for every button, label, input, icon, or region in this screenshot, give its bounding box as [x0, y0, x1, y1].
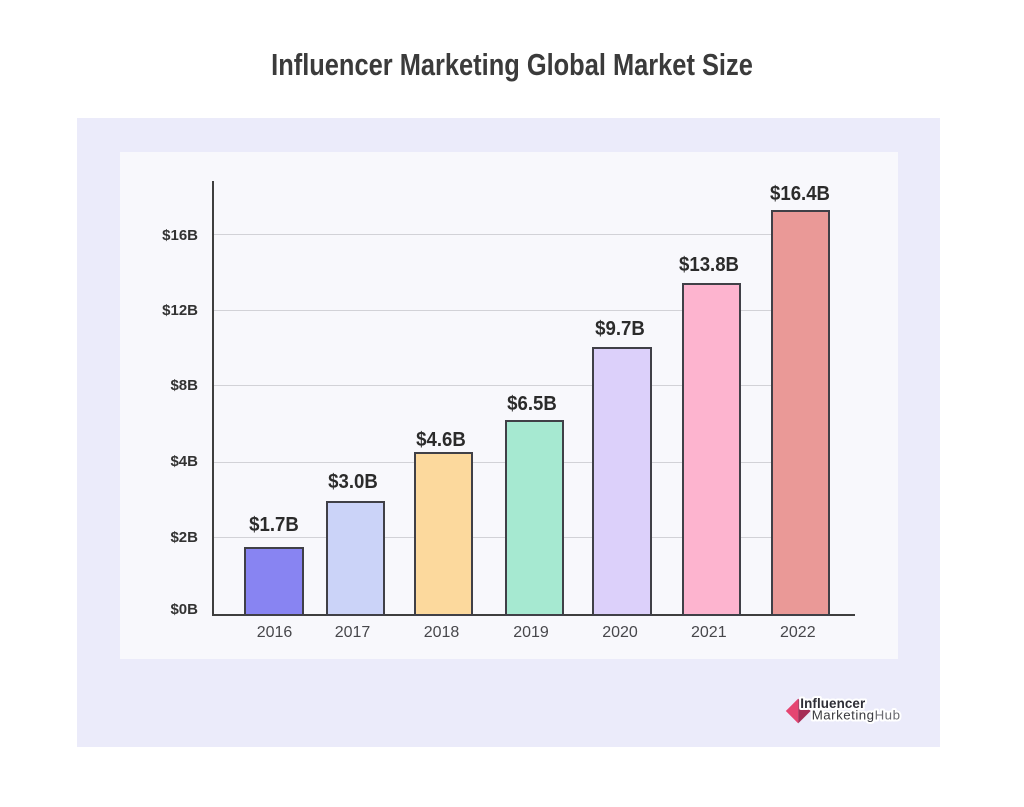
- svg-text:Influencer: Influencer: [800, 696, 866, 711]
- svg-text:MarketingHub: MarketingHub: [812, 708, 901, 723]
